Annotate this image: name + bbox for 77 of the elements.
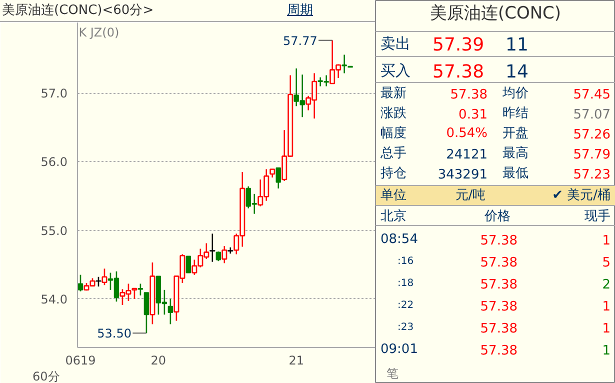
- text: 57.23: [573, 168, 610, 182]
- candlestick: [102, 268, 108, 286]
- text: :23: [398, 322, 414, 333]
- text: 1: [602, 322, 611, 336]
- annotation: 57.77: [282, 34, 318, 48]
- text: 57.45: [573, 88, 610, 102]
- text: 1: [602, 300, 611, 314]
- text: :18: [398, 278, 414, 289]
- text: 1: [602, 344, 611, 358]
- candlestick: [186, 256, 192, 274]
- y-tick-label: 56.0: [40, 155, 68, 170]
- annotation: 53.50: [97, 326, 132, 341]
- x-tick-label: 21: [288, 354, 304, 368]
- text: 09:01: [380, 342, 418, 357]
- text: 现手: [584, 209, 610, 224]
- candlestick: [78, 274, 84, 292]
- text: 57.26: [573, 128, 610, 142]
- text: 开盘: [502, 126, 528, 141]
- text: 最低: [502, 166, 528, 181]
- text: 57.38: [480, 256, 518, 270]
- text: 24121: [446, 148, 488, 162]
- text: 均价: [502, 86, 528, 101]
- text: 0.54%: [446, 126, 488, 141]
- annotation: K JZ(0): [78, 26, 120, 40]
- text: 最新: [380, 86, 406, 101]
- text: 最高: [502, 145, 528, 161]
- text: 57.38: [450, 88, 488, 102]
- text: 57.38: [432, 62, 484, 82]
- y-tick-label: 57.0: [40, 86, 68, 101]
- text: 涨跌: [380, 106, 406, 121]
- text: 幅度: [380, 125, 406, 141]
- text: 2: [602, 278, 611, 292]
- y-tick-label: 54.0: [40, 292, 68, 306]
- candlestick: [96, 276, 102, 288]
- text: 57.38: [480, 234, 518, 248]
- text: 57.38: [480, 278, 518, 292]
- candlestick: [168, 298, 174, 325]
- text: 卖出: [380, 34, 410, 52]
- text: 元/吨: [455, 188, 486, 203]
- text: 57.79: [573, 148, 610, 162]
- candlestick: [222, 245, 228, 264]
- x-tick-label: 0619: [65, 354, 96, 368]
- candlestick: [138, 283, 144, 296]
- candlestick: [276, 167, 281, 190]
- text: ✔ 美元/桶: [552, 187, 610, 203]
- text: 单位: [380, 188, 406, 203]
- candlestick: [342, 54, 347, 74]
- text: 总手: [380, 146, 406, 161]
- text: 周期: [287, 2, 313, 19]
- chart-title: 美原油连(CONC)<60分>: [2, 2, 154, 19]
- x-tick-label: 20: [150, 354, 166, 368]
- text: 57.38: [480, 344, 518, 358]
- text: 0.31: [458, 108, 488, 122]
- text: 昨结: [502, 106, 528, 121]
- text: 5: [602, 256, 611, 270]
- text: :22: [398, 300, 414, 311]
- candlestick: [210, 233, 216, 262]
- candlestick: [216, 250, 222, 262]
- text: 持仓: [380, 166, 406, 181]
- text: 笔: [386, 366, 398, 380]
- text: :16: [398, 256, 414, 267]
- y-tick-label: 55.0: [40, 224, 68, 238]
- text: 57.38: [480, 300, 518, 314]
- text: 14: [506, 62, 528, 82]
- text: 11: [506, 34, 528, 56]
- text: 买入: [380, 62, 410, 80]
- text: 60分: [32, 370, 60, 383]
- text: 57.38: [480, 322, 518, 336]
- text: 57.39: [432, 34, 484, 56]
- text: 北京: [380, 209, 406, 224]
- text: 价格: [484, 209, 510, 224]
- text: 1: [602, 234, 611, 248]
- text: 57.07: [573, 108, 610, 122]
- text: 美原油连(CONC): [430, 4, 562, 24]
- text: 08:54: [380, 232, 418, 247]
- text: 343291: [438, 168, 488, 182]
- candlestick: [144, 292, 150, 334]
